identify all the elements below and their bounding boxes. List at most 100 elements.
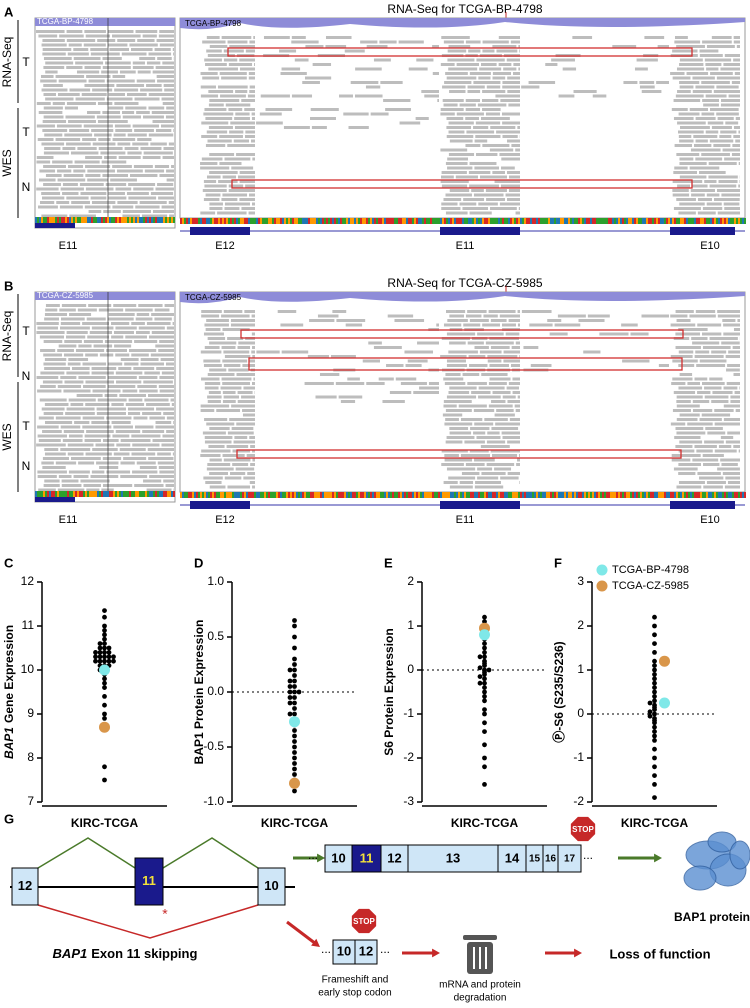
- read: [85, 403, 109, 406]
- sequence: [288, 492, 290, 498]
- sequence: [157, 217, 159, 223]
- read: [379, 378, 394, 381]
- label: 11: [22, 618, 35, 632]
- read: [702, 41, 732, 44]
- read: [680, 59, 703, 62]
- read: [447, 333, 475, 336]
- read: [710, 108, 739, 111]
- read: [69, 471, 90, 474]
- read: [379, 41, 396, 44]
- point: [102, 624, 107, 629]
- read: [68, 120, 96, 123]
- read: [56, 462, 76, 465]
- point: [482, 690, 487, 695]
- read: [694, 445, 716, 448]
- sequence: [604, 218, 606, 224]
- sequence: [640, 218, 642, 224]
- sequence: [528, 218, 530, 224]
- sequence: [37, 491, 39, 497]
- read: [445, 418, 459, 421]
- read: [57, 170, 71, 173]
- sequence: [420, 218, 422, 224]
- sequence: [208, 218, 210, 224]
- read: [691, 194, 705, 197]
- read: [229, 63, 252, 66]
- point: [652, 782, 657, 787]
- read: [671, 324, 696, 327]
- read: [123, 390, 138, 393]
- read: [222, 360, 247, 363]
- read: [223, 176, 236, 179]
- read: [229, 189, 255, 192]
- sequence: [228, 492, 230, 498]
- sequence: [524, 218, 526, 224]
- read: [136, 331, 150, 334]
- sequence: [486, 492, 488, 498]
- point: [292, 750, 297, 755]
- read: [507, 387, 519, 390]
- read: [64, 381, 83, 384]
- point: [482, 782, 487, 787]
- read: [152, 111, 174, 114]
- read: [282, 68, 301, 71]
- sequence: [628, 218, 630, 224]
- sequence: [418, 492, 420, 498]
- sequence: [494, 492, 496, 498]
- read: [406, 364, 422, 367]
- read: [85, 156, 102, 159]
- read: [252, 113, 255, 116]
- read: [52, 161, 72, 164]
- read: [461, 454, 490, 457]
- sequence: [438, 492, 440, 498]
- read: [475, 481, 501, 484]
- read: [486, 189, 507, 192]
- sequence: [354, 492, 356, 498]
- sequence: [618, 218, 620, 224]
- sequence: [468, 218, 470, 224]
- read: [478, 396, 501, 399]
- read: [468, 342, 484, 345]
- sequence: [266, 218, 268, 224]
- point: [292, 646, 297, 651]
- read: [509, 319, 520, 322]
- sequence: [47, 491, 49, 497]
- read: [482, 144, 509, 147]
- label: C: [4, 555, 14, 570]
- sequence: [422, 218, 424, 224]
- sequence: [111, 491, 113, 497]
- read: [86, 430, 114, 433]
- read: [235, 113, 249, 116]
- read: [207, 468, 234, 471]
- sequence: [458, 492, 460, 498]
- read: [209, 126, 233, 129]
- sequence: [690, 218, 692, 224]
- sequence: [526, 492, 528, 498]
- read: [167, 417, 174, 420]
- read: [250, 463, 255, 466]
- sequence: [616, 218, 618, 224]
- label: D: [194, 555, 203, 570]
- sequence: [151, 491, 153, 497]
- read: [205, 117, 232, 120]
- read: [91, 197, 107, 200]
- sequence: [55, 217, 57, 223]
- read: [36, 30, 65, 33]
- read: [473, 81, 500, 84]
- sequence: [79, 217, 81, 223]
- sequence: [230, 218, 232, 224]
- sequence: [212, 218, 214, 224]
- read: [622, 360, 649, 363]
- sequence: [600, 218, 602, 224]
- read: [470, 162, 497, 165]
- read: [249, 41, 255, 44]
- point: [478, 681, 483, 686]
- read: [639, 81, 654, 84]
- sequence: [57, 491, 59, 497]
- sequence: [508, 218, 510, 224]
- sequence: [674, 218, 676, 224]
- read: [66, 66, 82, 69]
- sequence: [642, 218, 644, 224]
- read: [519, 207, 520, 210]
- read: [227, 144, 255, 147]
- read: [83, 363, 107, 366]
